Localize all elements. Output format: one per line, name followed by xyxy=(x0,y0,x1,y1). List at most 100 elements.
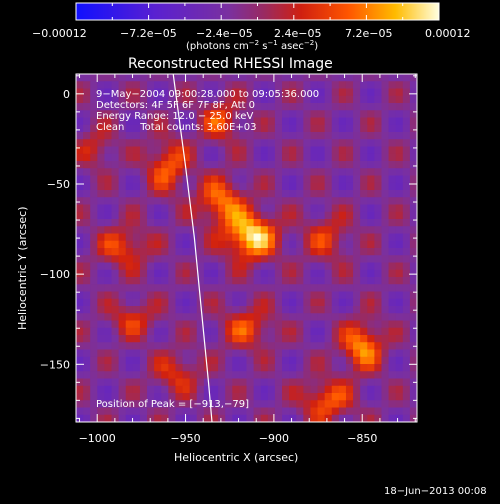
heatmap-cell xyxy=(203,269,212,278)
heatmap-cell xyxy=(353,132,361,140)
heatmap-cell xyxy=(239,81,247,89)
heatmap-cell xyxy=(388,291,397,300)
heatmap-cell xyxy=(189,378,198,387)
heatmap-cell xyxy=(97,88,105,97)
heatmap-cell xyxy=(189,88,198,97)
heatmap-cell xyxy=(296,320,304,329)
heatmap-cell xyxy=(154,298,162,307)
heatmap-cell xyxy=(182,190,191,198)
heatmap-cell xyxy=(303,356,311,365)
heatmap-cell xyxy=(253,132,262,140)
heatmap-cell xyxy=(104,124,112,133)
heatmap-cell xyxy=(331,277,340,285)
heatmap-cell xyxy=(296,88,304,97)
heatmap-cell xyxy=(353,153,361,162)
heatmap-cell xyxy=(324,240,333,249)
heatmap-cell xyxy=(196,385,205,394)
heatmap-cell xyxy=(324,139,333,147)
heatmap-cell xyxy=(154,400,162,408)
heatmap-cell xyxy=(317,298,326,307)
heatmap-cell xyxy=(111,132,120,140)
heatmap-cell xyxy=(267,240,276,249)
heatmap-cell xyxy=(253,161,262,169)
heatmap-cell xyxy=(253,327,262,336)
heatmap-cell xyxy=(310,219,318,227)
heatmap-cell xyxy=(345,117,354,126)
heatmap-cell xyxy=(168,248,176,256)
heatmap-cell xyxy=(388,197,397,205)
heatmap-cell xyxy=(381,414,389,422)
heatmap-cell xyxy=(175,103,183,111)
heatmap-cell xyxy=(253,255,262,263)
heatmap-cell xyxy=(402,175,411,184)
heatmap-cell xyxy=(381,233,389,242)
heatmap-cell xyxy=(239,356,247,365)
heatmap-cell xyxy=(360,103,368,111)
heatmap-cell xyxy=(374,414,382,422)
heatmap-cell xyxy=(260,139,269,147)
heatmap-cell xyxy=(246,269,254,278)
heatmap-cell xyxy=(139,161,148,169)
heatmap-cell xyxy=(381,197,389,205)
heatmap-cell xyxy=(345,240,354,249)
heatmap-cell xyxy=(210,161,219,169)
heatmap-cell xyxy=(324,335,333,343)
heatmap-cell xyxy=(175,342,183,350)
heatmap-cell xyxy=(196,190,205,198)
heatmap-cell xyxy=(139,117,148,126)
heatmap-cell xyxy=(175,385,183,394)
heatmap-cell xyxy=(218,255,226,263)
heatmap-cell xyxy=(338,306,347,314)
heatmap-cell xyxy=(274,211,283,220)
heatmap-cell xyxy=(395,327,404,336)
heatmap-cell xyxy=(132,204,141,213)
heatmap-cell xyxy=(125,335,134,343)
heatmap-cell xyxy=(345,371,354,379)
heatmap-cell xyxy=(182,248,191,256)
heatmap-cell xyxy=(388,95,397,104)
heatmap-cell xyxy=(196,414,205,422)
heatmap-cell xyxy=(409,349,417,358)
heatmap-cell xyxy=(274,277,283,285)
heatmap-cell xyxy=(253,407,262,416)
heatmap-cell xyxy=(274,233,283,242)
heatmap-cell xyxy=(388,277,397,285)
heatmap-cell xyxy=(161,277,169,285)
heatmap-cell xyxy=(360,132,368,140)
heatmap-cell xyxy=(317,255,326,263)
heatmap-cell xyxy=(76,284,84,292)
heatmap-cell xyxy=(402,182,411,191)
heatmap-cell xyxy=(225,103,233,111)
heatmap-cell xyxy=(225,284,233,292)
heatmap-cell xyxy=(218,371,226,379)
heatmap-cell xyxy=(97,153,105,162)
heatmap-cell xyxy=(246,407,254,416)
heatmap-cell xyxy=(182,153,191,162)
heatmap-cell xyxy=(168,233,176,242)
heatmap-cell xyxy=(182,291,191,300)
heatmap-cell xyxy=(225,81,233,89)
heatmap-cell xyxy=(381,95,389,104)
heatmap-cell xyxy=(147,139,155,147)
heatmap-cell xyxy=(218,124,226,133)
heatmap-cell xyxy=(175,132,183,140)
heatmap-cell xyxy=(353,204,361,213)
heatmap-cell xyxy=(246,190,254,198)
heatmap-cell xyxy=(303,277,311,285)
heatmap-cell xyxy=(225,291,233,300)
heatmap-cell xyxy=(317,364,326,372)
heatmap-cell xyxy=(97,269,105,278)
heatmap-cell xyxy=(374,240,382,249)
heatmap-cell xyxy=(274,110,283,118)
heatmap-cell xyxy=(76,219,84,227)
heatmap-cell xyxy=(90,81,98,89)
heatmap-cell xyxy=(168,219,176,227)
heatmap-cell xyxy=(260,320,269,329)
heatmap-cell xyxy=(303,248,311,256)
heatmap-cell xyxy=(118,378,127,387)
heatmap-cell xyxy=(118,168,127,176)
heatmap-cell xyxy=(111,248,120,256)
heatmap-cell xyxy=(402,371,411,379)
heatmap-cell xyxy=(182,161,191,169)
heatmap-cell xyxy=(296,356,304,365)
